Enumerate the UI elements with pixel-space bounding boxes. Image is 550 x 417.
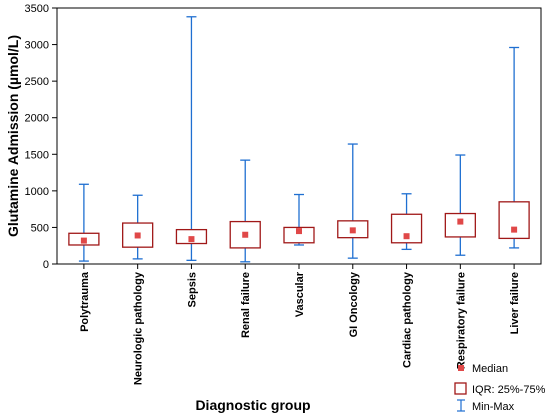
box-group bbox=[498, 46, 530, 249]
x-category-label: Vascular bbox=[294, 271, 306, 317]
iqr-box bbox=[283, 226, 315, 244]
legend: Median IQR: 25%-75% Min-Max bbox=[454, 363, 546, 413]
median-marker bbox=[188, 236, 195, 243]
median-marker bbox=[242, 231, 249, 238]
iqr-box bbox=[444, 212, 476, 238]
box-group bbox=[229, 159, 261, 263]
x-category-label: Liver failure bbox=[509, 272, 521, 334]
box-group bbox=[283, 193, 315, 246]
x-category-label: Renal failure bbox=[240, 272, 252, 338]
legend-median-label: Median bbox=[472, 363, 508, 375]
box-group bbox=[390, 193, 423, 251]
legend-range-marker bbox=[457, 399, 465, 412]
median-marker bbox=[349, 227, 356, 234]
y-axis: 0 500 1000 1500 2000 2500 3000 3500 bbox=[25, 3, 57, 271]
y-tick-label: 2500 bbox=[25, 76, 49, 88]
x-category-label: Neurologic pathology bbox=[133, 271, 145, 385]
box-group bbox=[122, 194, 154, 260]
y-axis-title: Glutamine Admission (µmol/L) bbox=[5, 35, 21, 237]
median-marker bbox=[80, 237, 87, 244]
y-tick-label: 3500 bbox=[25, 3, 49, 15]
y-tick-label: 0 bbox=[43, 259, 49, 271]
x-category-label: Sepsis bbox=[186, 272, 198, 307]
iqr-box bbox=[498, 201, 530, 240]
box-group bbox=[175, 16, 208, 261]
x-category-label: GI Oncology bbox=[348, 271, 360, 337]
x-category-label: Polytrauma bbox=[79, 271, 91, 332]
legend-iqr-label: IQR: 25%-75% bbox=[472, 384, 546, 396]
legend-median-marker bbox=[458, 365, 464, 371]
y-tick-label: 2000 bbox=[25, 113, 49, 125]
median-marker bbox=[403, 233, 410, 240]
box-group bbox=[337, 143, 369, 259]
box-group bbox=[444, 154, 476, 256]
y-tick-label: 500 bbox=[31, 222, 49, 234]
y-tick-label: 1500 bbox=[25, 149, 49, 161]
x-axis: Polytrauma Neurologic pathology Sepsis Rena… bbox=[79, 264, 521, 385]
median-marker bbox=[134, 232, 141, 239]
x-axis-title: Diagnostic group bbox=[195, 397, 310, 413]
y-tick-label: 3000 bbox=[25, 40, 49, 52]
box-group bbox=[68, 183, 100, 262]
x-category-label: Cardiac pathology bbox=[402, 271, 414, 368]
median-marker bbox=[296, 228, 302, 235]
legend-iqr-marker bbox=[454, 382, 467, 395]
y-tick-label: 1000 bbox=[25, 186, 49, 198]
median-marker bbox=[457, 218, 464, 225]
legend-range-label: Min-Max bbox=[472, 401, 515, 413]
median-marker bbox=[511, 226, 518, 233]
box-series bbox=[68, 16, 530, 263]
x-category-label: Respiratory failure bbox=[455, 272, 467, 369]
